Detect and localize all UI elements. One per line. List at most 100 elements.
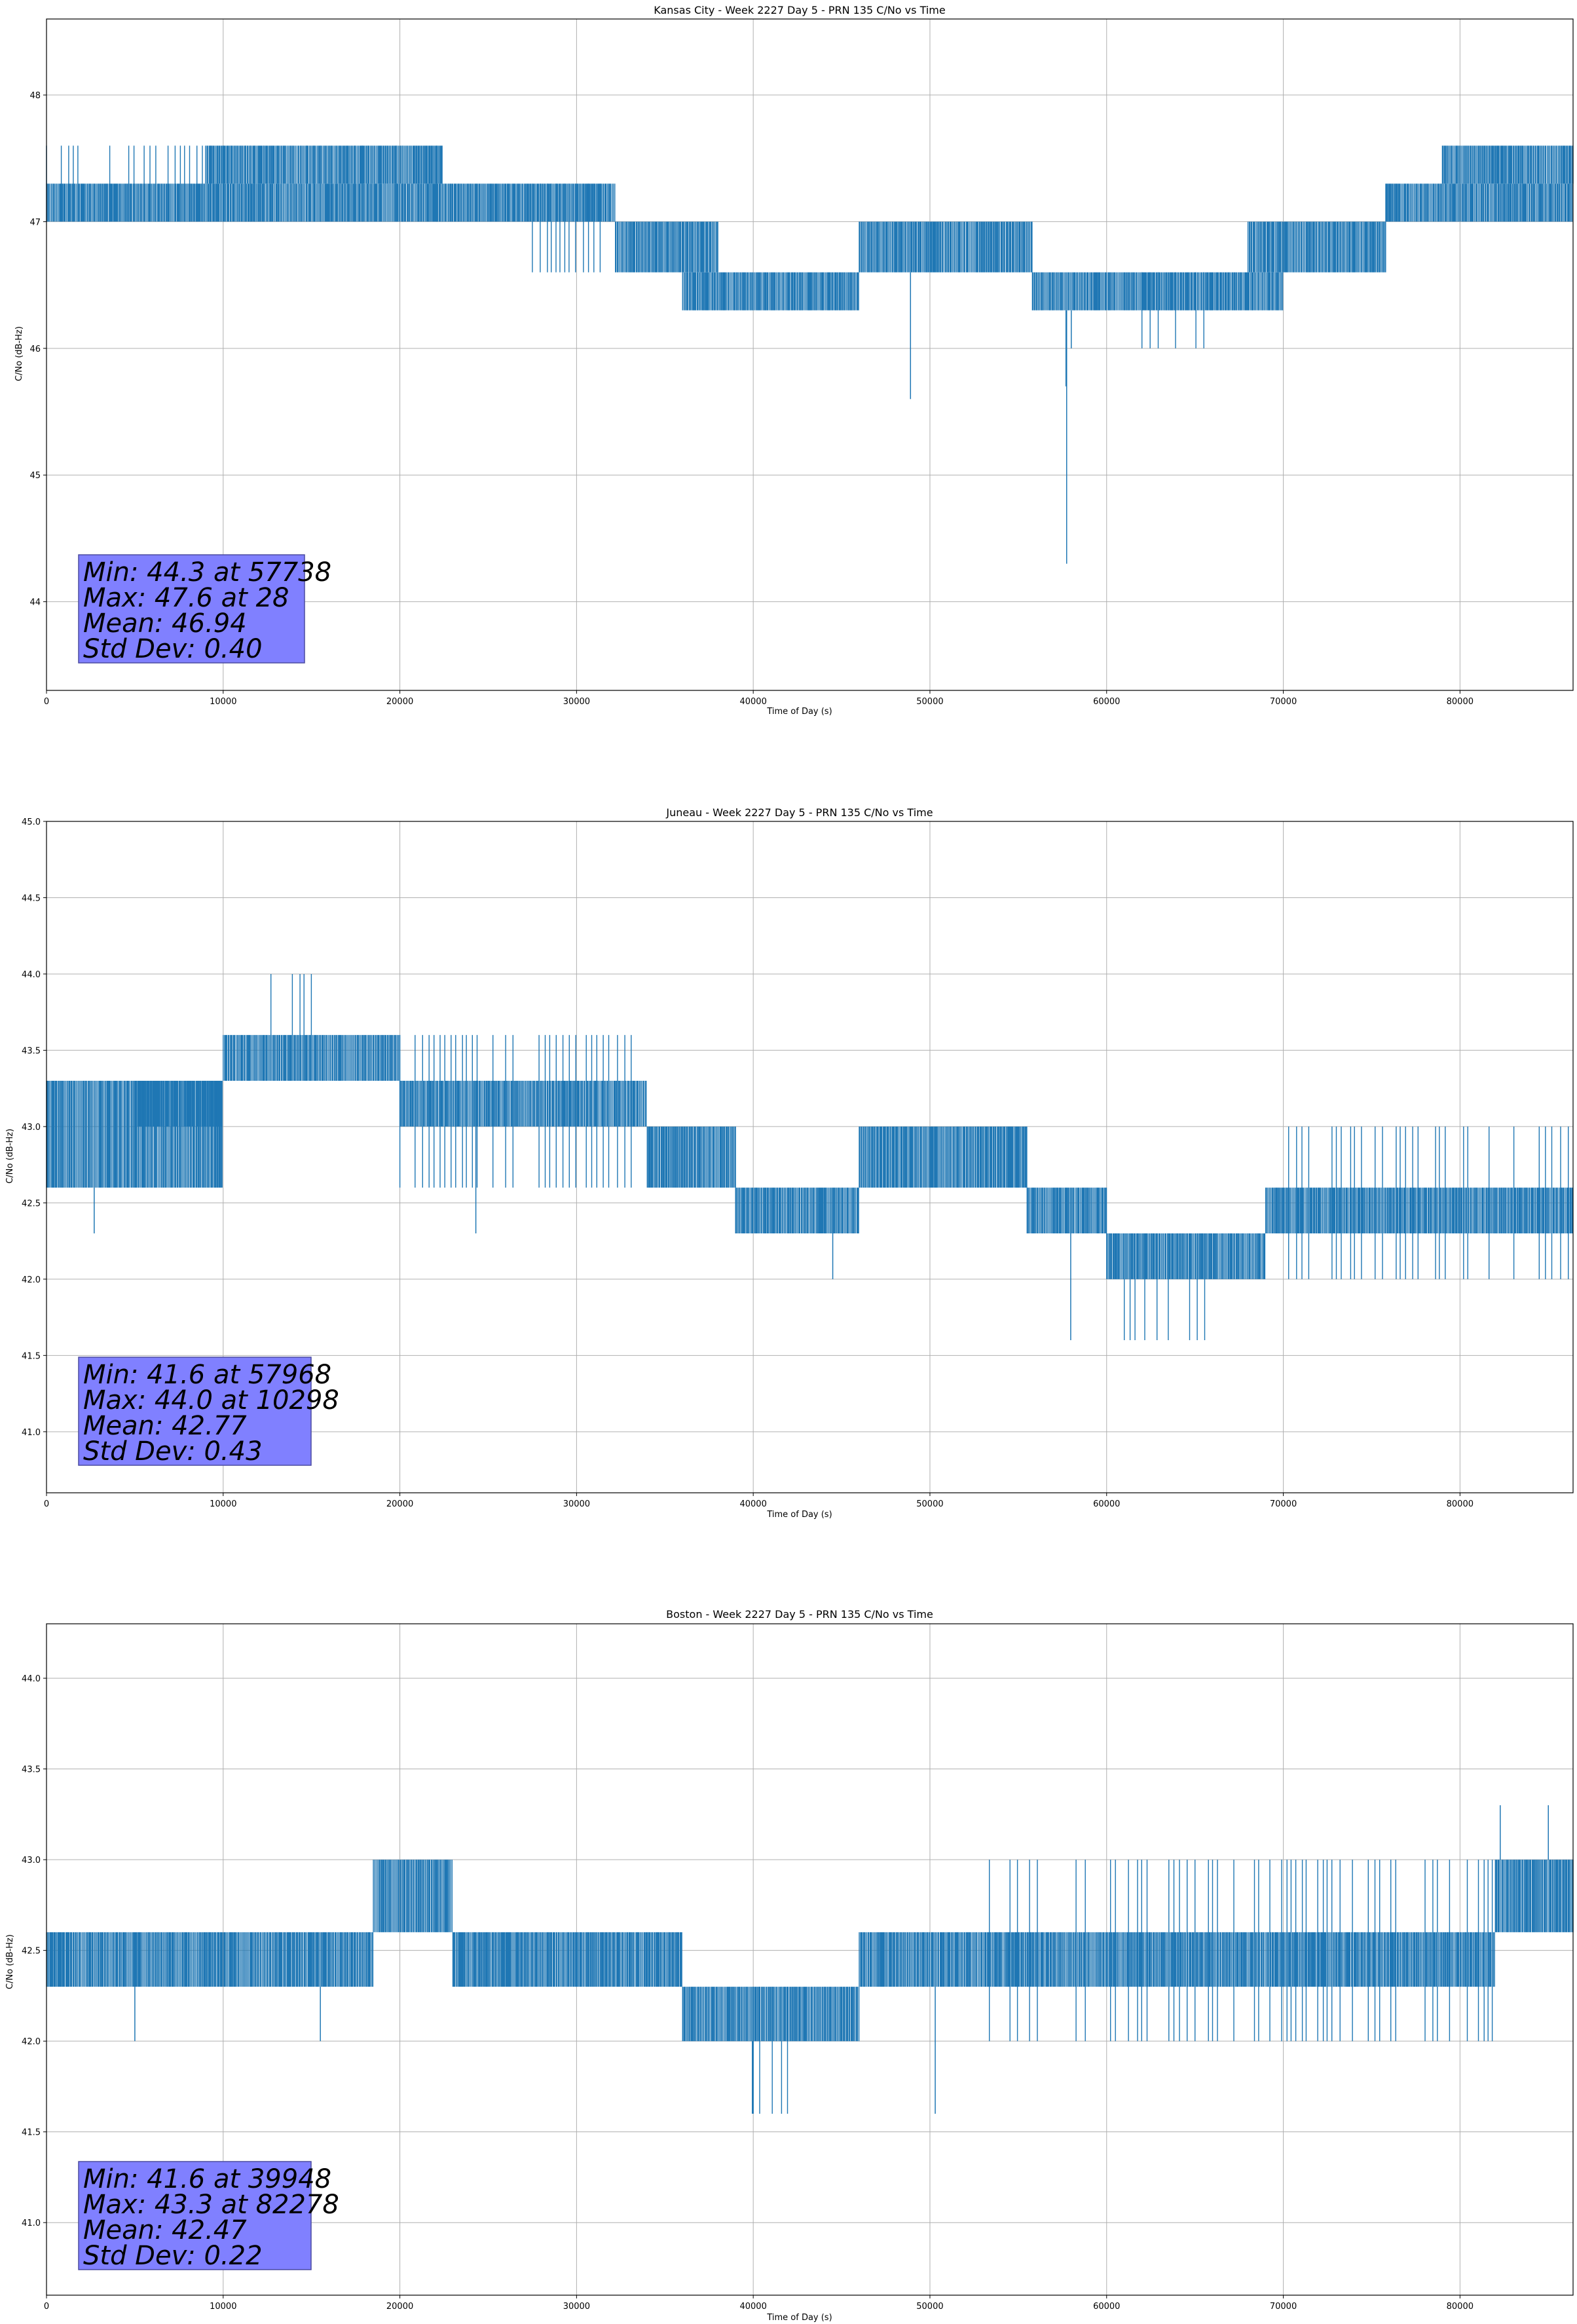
- x-tick-label: 80000: [1447, 697, 1474, 707]
- series-band: [1265, 1188, 1573, 1233]
- series-band: [270, 974, 312, 1081]
- y-tick-label: 43.5: [22, 1046, 41, 1056]
- series-band: [1031, 272, 1107, 310]
- y-tick-label: 42.0: [22, 1275, 41, 1285]
- grid: [46, 19, 1573, 690]
- stats-min: Min: 41.6 at 57968: [83, 1360, 331, 1390]
- series-band: [1441, 145, 1574, 184]
- series-band: [1247, 221, 1386, 272]
- axes-frame: [46, 821, 1574, 1493]
- series-line: [46, 974, 1573, 1341]
- x-axis-label: Time of Day (s): [766, 707, 832, 717]
- series-band: [1026, 1188, 1107, 1233]
- stats-std: Std Dev: 0.40: [83, 634, 263, 664]
- y-tick-label: 48: [29, 91, 41, 101]
- x-tick-label: 60000: [1093, 1499, 1120, 1509]
- series-band: [1385, 183, 1573, 222]
- series-band: [735, 1188, 859, 1233]
- x-tick-label: 70000: [1270, 2302, 1297, 2312]
- y-tick-label: 47: [29, 217, 41, 227]
- ticks: 0 10000 20000 30000 40000 50000 60000 70000 8000…: [22, 817, 1474, 1509]
- stats-box: Min: 44.3 at 57738 Max: 47.6 at 28 Mean:…: [78, 554, 331, 664]
- y-tick-label: 46: [29, 345, 41, 354]
- series-band: [46, 1932, 374, 1987]
- x-tick-label: 70000: [1270, 697, 1297, 707]
- series-band: [205, 145, 443, 184]
- series-band: [752, 1987, 788, 2114]
- x-tick-label: 10000: [210, 2302, 236, 2312]
- chart-title: Kansas City - Week 2227 Day 5 - PRN 135 …: [654, 4, 945, 16]
- x-tick-label: 80000: [1447, 2302, 1474, 2312]
- stats-mean: Mean: 42.47: [83, 2215, 247, 2245]
- stats-max: Max: 47.6 at 28: [83, 583, 289, 613]
- y-tick-label: 45.0: [22, 817, 41, 827]
- x-tick-label: 40000: [739, 697, 766, 707]
- x-tick-label: 60000: [1093, 2302, 1120, 2312]
- x-tick-label: 50000: [916, 1499, 943, 1509]
- stats-max: Max: 44.0 at 10298: [83, 1385, 339, 1415]
- x-tick-label: 0: [44, 1499, 49, 1509]
- x-tick-label: 80000: [1447, 1499, 1474, 1509]
- x-tick-label: 40000: [739, 1499, 766, 1509]
- series-band: [373, 1860, 453, 1932]
- y-tick-label: 42.5: [22, 1199, 41, 1209]
- stats-min: Min: 41.6 at 39948: [83, 2164, 331, 2194]
- kansas-city-panel: 0 10000 20000 30000 40000 50000 60000 70000 8000…: [14, 4, 1574, 717]
- y-axis-label: C/No (dB-Hz): [5, 1934, 15, 1989]
- series-band: [134, 1081, 223, 1127]
- series-band: [1106, 272, 1284, 310]
- series-band: [1124, 1233, 1206, 1340]
- series-band: [399, 1035, 632, 1188]
- stats-box-background: [78, 554, 305, 664]
- x-tick-label: 0: [44, 2302, 49, 2312]
- series-band: [46, 183, 443, 222]
- x-tick-label: 60000: [1093, 697, 1120, 707]
- series-band: [1494, 1860, 1574, 1932]
- series-band: [399, 1081, 647, 1127]
- stats-mean: Mean: 42.77: [83, 1411, 247, 1441]
- series-band: [859, 1126, 1028, 1188]
- y-tick-label: 44.0: [22, 970, 41, 980]
- y-tick-label: 42.5: [22, 1947, 41, 1957]
- chart-title: Boston - Week 2227 Day 5 - PRN 135 C/No …: [666, 1608, 933, 1621]
- x-tick-label: 0: [44, 697, 49, 707]
- series-band: [441, 183, 616, 222]
- x-tick-label: 50000: [916, 2302, 943, 2312]
- x-tick-label: 10000: [210, 1499, 236, 1509]
- series-band: [452, 1932, 682, 1987]
- series-band: [532, 183, 601, 272]
- series-line: [46, 1805, 1574, 2114]
- x-tick-label: 30000: [563, 1499, 590, 1509]
- series-band: [1288, 1126, 1569, 1279]
- x-tick-label: 20000: [386, 697, 413, 707]
- series-band: [859, 1932, 1495, 1987]
- x-axis-label: Time of Day (s): [766, 2313, 832, 2323]
- stats-box: Min: 41.6 at 39948 Max: 43.3 at 82278 Me…: [78, 2161, 339, 2271]
- ticks: 0 10000 20000 30000 40000 50000 60000 70000 8000…: [22, 1674, 1474, 2312]
- series-band: [1106, 1233, 1266, 1279]
- boston-panel: 0 10000 20000 30000 40000 50000 60000 70000 8000…: [5, 1608, 1574, 2323]
- ticks: 0 10000 20000 30000 40000 50000 60000 70000 8000…: [29, 91, 1474, 707]
- x-tick-label: 30000: [563, 697, 590, 707]
- series-band: [1141, 272, 1204, 348]
- y-tick-label: 43.5: [22, 1765, 41, 1775]
- y-tick-label: 41.0: [22, 1428, 41, 1438]
- stats-max: Max: 43.3 at 82278: [83, 2190, 339, 2220]
- y-tick-label: 43.0: [22, 1123, 41, 1133]
- stats-mean: Mean: 46.94: [83, 609, 247, 639]
- series-band: [682, 1987, 860, 2042]
- y-tick-label: 44.5: [22, 893, 41, 903]
- y-tick-label: 44.0: [22, 1674, 41, 1684]
- y-axis-label: C/No (dB-Hz): [5, 1129, 15, 1184]
- series-band: [859, 221, 1033, 272]
- y-tick-label: 41.5: [22, 2128, 41, 2138]
- series-band: [989, 1860, 1493, 2042]
- stats-std: Std Dev: 0.22: [83, 2241, 263, 2271]
- series-band: [682, 272, 859, 310]
- x-axis-label: Time of Day (s): [766, 1510, 832, 1520]
- x-tick-label: 50000: [916, 697, 943, 707]
- juneau-panel: 0 10000 20000 30000 40000 50000 60000 70000 8000…: [5, 806, 1574, 1520]
- series-line: [46, 145, 1574, 564]
- chart-title: Juneau - Week 2227 Day 5 - PRN 135 C/No …: [665, 806, 933, 819]
